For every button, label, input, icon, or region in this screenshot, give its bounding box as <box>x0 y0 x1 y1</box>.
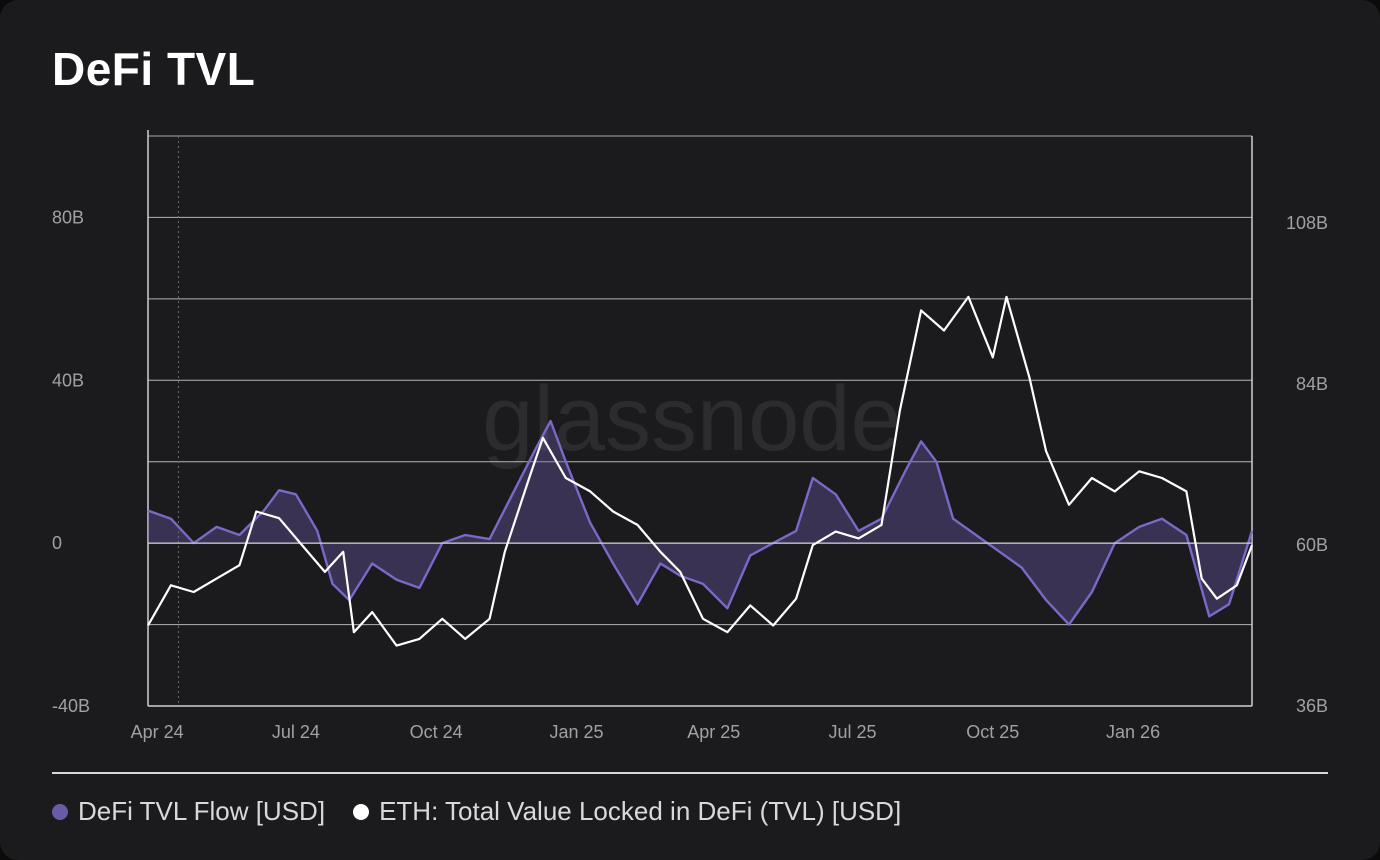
y-left-tick-label: 40B <box>52 370 84 390</box>
x-tick-label: Jul 25 <box>828 722 876 742</box>
y-left-tick-label: -40B <box>52 696 90 716</box>
chart-title: DeFi TVL <box>52 43 256 95</box>
plot-area <box>147 295 1254 647</box>
flow-area <box>148 421 1252 625</box>
tvl-line <box>147 295 1254 647</box>
x-tick-label: Jan 25 <box>549 722 603 742</box>
legend-label-tvl-flow: DeFi TVL Flow [USD] <box>78 796 326 826</box>
flow-line <box>147 419 1254 626</box>
legend-item-eth-tvl[interactable]: ETH: Total Value Locked in DeFi (TVL) [U… <box>353 796 901 827</box>
y-right-tick-label: 84B <box>1296 374 1328 394</box>
y-left-tick-label: 80B <box>52 207 84 227</box>
y-left-tick-label: 0 <box>52 533 62 553</box>
x-tick-label: Oct 25 <box>966 722 1019 742</box>
legend-dot-eth-tvl <box>353 803 370 820</box>
legend-item-tvl-flow[interactable]: DeFi TVL Flow [USD] <box>52 796 325 827</box>
legend-dot-tvl-flow <box>52 803 68 820</box>
y-right-tick-label: 108B <box>1286 213 1328 233</box>
axes: -40B 0 40B 80B 36B 60B 84B 108B Apr 24 Jul 24 Oct … <box>52 207 1328 742</box>
y-right-tick-label: 60B <box>1296 535 1328 555</box>
x-tick-label: Jul 24 <box>272 722 320 742</box>
legend: DeFi TVL Flow [USD] ETH: Total Value Loc… <box>52 796 901 827</box>
legend-divider <box>52 772 1328 774</box>
x-tick-label: Apr 24 <box>131 722 184 742</box>
x-tick-label: Jan 26 <box>1106 722 1160 742</box>
y-right-tick-label: 36B <box>1296 696 1328 716</box>
legend-label-eth-tvl: ETH: Total Value Locked in DeFi (TVL) [U… <box>379 796 902 826</box>
x-tick-label: Oct 24 <box>410 722 463 742</box>
x-tick-label: Apr 25 <box>687 722 740 742</box>
